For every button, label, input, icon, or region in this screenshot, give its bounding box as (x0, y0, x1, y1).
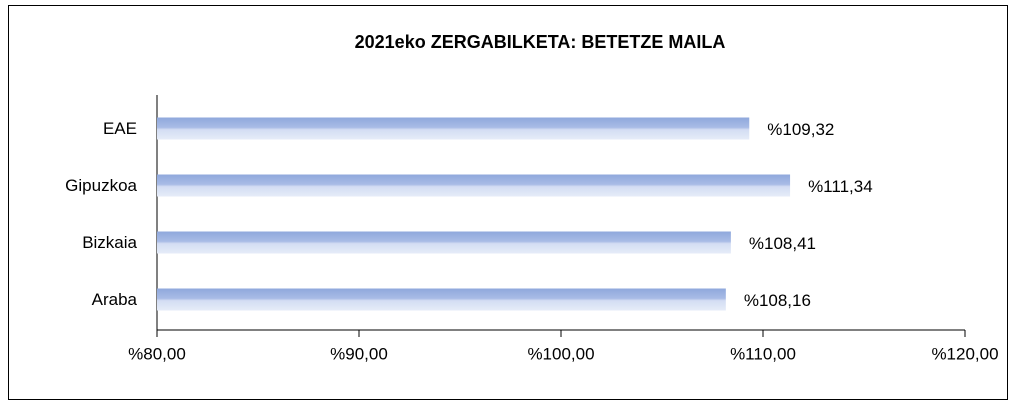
bar (157, 117, 750, 140)
value-label: %109,32 (767, 120, 834, 139)
value-label: %111,34 (808, 177, 873, 196)
y-tick-label: Bizkaia (82, 233, 137, 252)
chart-title: 2021eko ZERGABILKETA: BETETZE MAILA (355, 32, 726, 52)
bar (157, 231, 731, 254)
x-tick-label: %110,00 (730, 344, 796, 363)
value-label: %108,16 (744, 291, 811, 310)
x-tick-label: %100,00 (527, 344, 594, 363)
bar (157, 288, 726, 311)
value-label: %108,41 (749, 234, 816, 253)
chart-frame (8, 5, 1008, 400)
x-tick-label: %80,00 (128, 344, 186, 363)
y-tick-label: Gipuzkoa (65, 176, 137, 195)
bar (157, 174, 791, 197)
x-tick-label: %90,00 (330, 344, 388, 363)
x-tick-label: %120,00 (931, 344, 998, 363)
y-tick-label: Araba (92, 290, 138, 309)
y-tick-label: EAE (103, 119, 137, 138)
